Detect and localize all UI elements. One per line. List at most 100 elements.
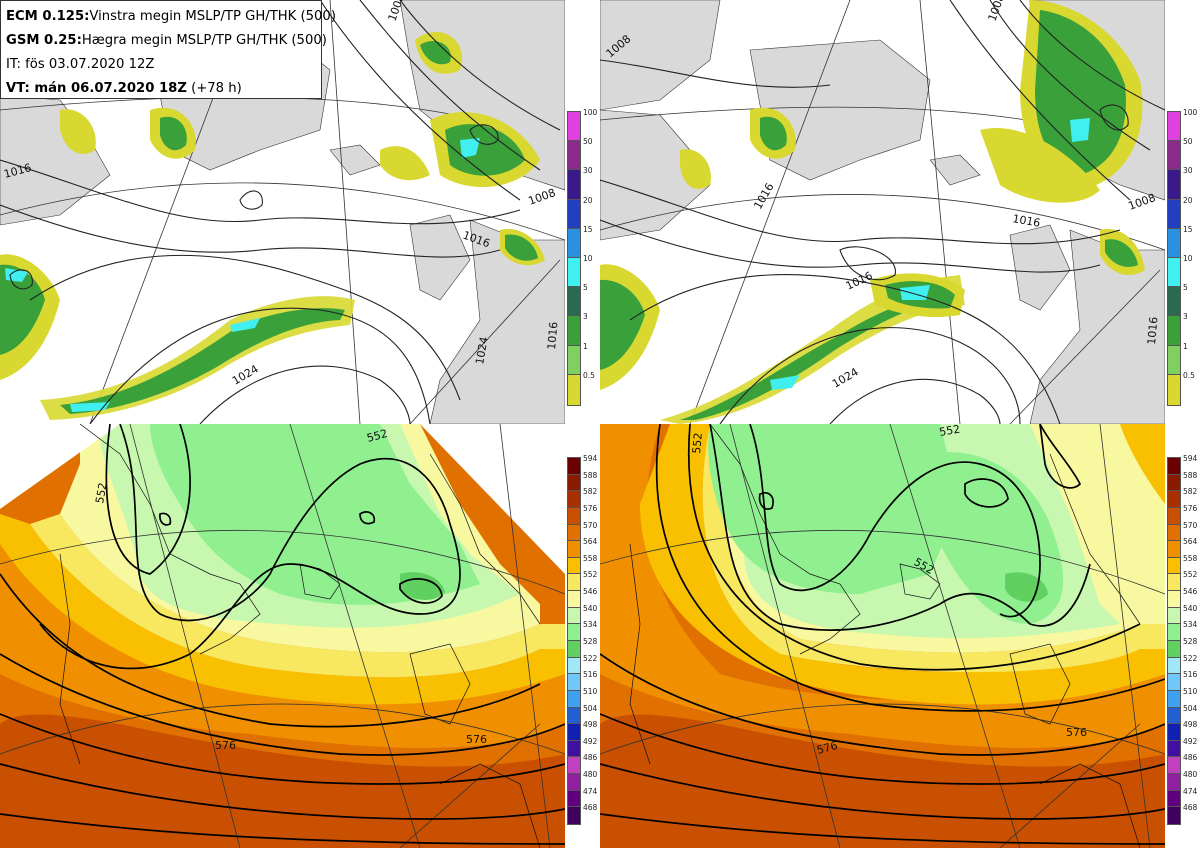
ecm-model-label: ECM 0.125: [6, 9, 90, 24]
colorbar-label: 100 [583, 108, 598, 117]
gsm-gh-thickness-svg: 552 552 552 576 576 [600, 424, 1165, 848]
precip-ecm [0, 31, 545, 420]
precip-gsm [600, 0, 1145, 424]
colorbar-label: 10 [1183, 254, 1193, 263]
graticule-ecm-bottom [0, 424, 565, 848]
valid-time: VT: mán 06.07.2020 18Z [6, 81, 187, 96]
colorbar-segment [567, 640, 581, 659]
colorbar-label: 15 [1183, 224, 1193, 234]
colorbar-segment [567, 506, 581, 526]
colorbar-label: 0.5 [1183, 370, 1195, 380]
precip-colorbar-left: 100 50 30 20 15 10 5 3 1 0.5 [567, 108, 598, 406]
gsm-info-line: GSM 0.25:Hægra megin MSLP/TP GH/THK (500… [6, 29, 327, 53]
colorbar-segment [567, 198, 581, 231]
gh-label: 576 [215, 739, 236, 752]
colorbar-label: 516 [1183, 670, 1198, 680]
gsm-gh-thickness-map: 552 552 552 576 576 [600, 424, 1165, 848]
graticule-gsm-top [600, 0, 1165, 424]
colorbar-label: 468 [583, 803, 598, 813]
colorbar-label: 30 [1183, 166, 1193, 176]
colorbar-label: 576 [1183, 503, 1198, 513]
colorbar-segment [567, 556, 581, 576]
colorbar-label: 546 [583, 587, 598, 597]
colorbar-segment [567, 457, 581, 476]
colorbar-label: 570 [1183, 520, 1198, 530]
gh-label: 576 [466, 733, 487, 746]
colorbar-segment [567, 373, 581, 406]
ecm-gh-thickness-map: 552 552 576 576 [0, 424, 565, 848]
colorbar-label: 480 [1183, 770, 1198, 780]
colorbar-label: 582 [583, 487, 598, 497]
colorbar-label: 534 [583, 620, 598, 630]
colorbar-segment [567, 227, 581, 260]
colorbar-label: 594 [1183, 454, 1198, 463]
colorbar-label: 30 [583, 166, 593, 176]
mslp-label: 1016 [1011, 212, 1041, 230]
colorbar-label: 15 [583, 224, 593, 234]
colorbar-segment [567, 473, 581, 493]
colorbar-label: 528 [1183, 637, 1198, 646]
forecast-hour: (+78 h) [186, 81, 242, 96]
colorbar-segment [1167, 689, 1181, 709]
colorbar-segment [1167, 198, 1181, 231]
colorbar-segment [567, 673, 581, 693]
colorbar-segment [567, 257, 581, 289]
colorbar-segment [1167, 773, 1181, 793]
colorbar-segment [1167, 656, 1181, 676]
colorbar-segment [1167, 756, 1181, 776]
colorbar-label: 564 [1183, 537, 1198, 547]
mslp-label: 1016 [1145, 316, 1160, 345]
colorbar-segment [567, 540, 581, 560]
colorbar-label: 10 [583, 254, 593, 263]
colorbar-label: 50 [1183, 137, 1193, 147]
colorbar-segment [1167, 227, 1181, 260]
colorbar-segment [567, 806, 581, 826]
colorbar-label: 552 [583, 570, 598, 580]
colorbar-segment [1167, 640, 1181, 659]
colorbar-label: 1 [1183, 341, 1188, 351]
colorbar-label: 5 [583, 283, 588, 293]
colorbar-segment [1167, 573, 1181, 593]
precip-colorbar-right: 100 50 30 20 15 10 5 3 1 0.5 [1167, 108, 1198, 406]
gsm-mslp-precip-svg: 1008 1008 1016 1016 1016 1024 1016 1008 [600, 0, 1165, 424]
gsm-mslp-precip-map: 1008 1008 1016 1016 1016 1024 1016 1008 [600, 0, 1165, 424]
colorbar-label: 504 [583, 703, 598, 713]
colorbar-segment [1167, 490, 1181, 510]
colorbar-segment [1167, 739, 1181, 759]
colorbar-label: 504 [1183, 703, 1198, 713]
colorbar-label: 0.5 [583, 370, 595, 380]
colorbar-label: 20 [1183, 195, 1193, 205]
colorbar-segment [1167, 590, 1181, 610]
initial-time: IT: fös 03.07.2020 12Z [6, 57, 155, 72]
colorbar-label: 100 [1183, 108, 1198, 117]
colorbar-segment [567, 315, 581, 348]
gsm-model-label: GSM 0.25: [6, 33, 82, 48]
colorbar-segment [1167, 723, 1181, 743]
colorbar-label: 546 [1183, 587, 1198, 597]
colorbar-segment [1167, 606, 1181, 626]
colorbar-segment [567, 773, 581, 793]
colorbar-segment [567, 111, 581, 143]
colorbar-label: 534 [1183, 620, 1198, 630]
colorbar-segment [567, 573, 581, 593]
gsm-description: Hægra megin MSLP/TP GH/THK (500) [81, 33, 327, 48]
colorbar-label: 50 [583, 137, 593, 147]
colorbar-label: 522 [1183, 653, 1198, 663]
colorbar-segment [1167, 623, 1181, 643]
colorbar-label: 510 [583, 686, 598, 696]
mslp-label: 1024 [473, 336, 491, 366]
colorbar-label: 492 [1183, 736, 1198, 746]
colorbar-segment [567, 789, 581, 809]
colorbar-segment [567, 523, 581, 543]
thickness-colorbar-left: 594 588 582 576 570 564 558 552 546 540 534 528 522 5… [567, 455, 598, 826]
colorbar-label: 486 [583, 753, 598, 763]
colorbar-segment [1167, 789, 1181, 809]
colorbar-label: 1 [583, 341, 588, 351]
gh-label: 552 [938, 424, 961, 439]
colorbar-segment [567, 739, 581, 759]
colorbar-segment [567, 689, 581, 709]
colorbar-label: 582 [1183, 487, 1198, 497]
gh-label: 552 [365, 427, 389, 445]
colorbar-label: 522 [583, 653, 598, 663]
colorbar-label: 558 [583, 553, 598, 563]
